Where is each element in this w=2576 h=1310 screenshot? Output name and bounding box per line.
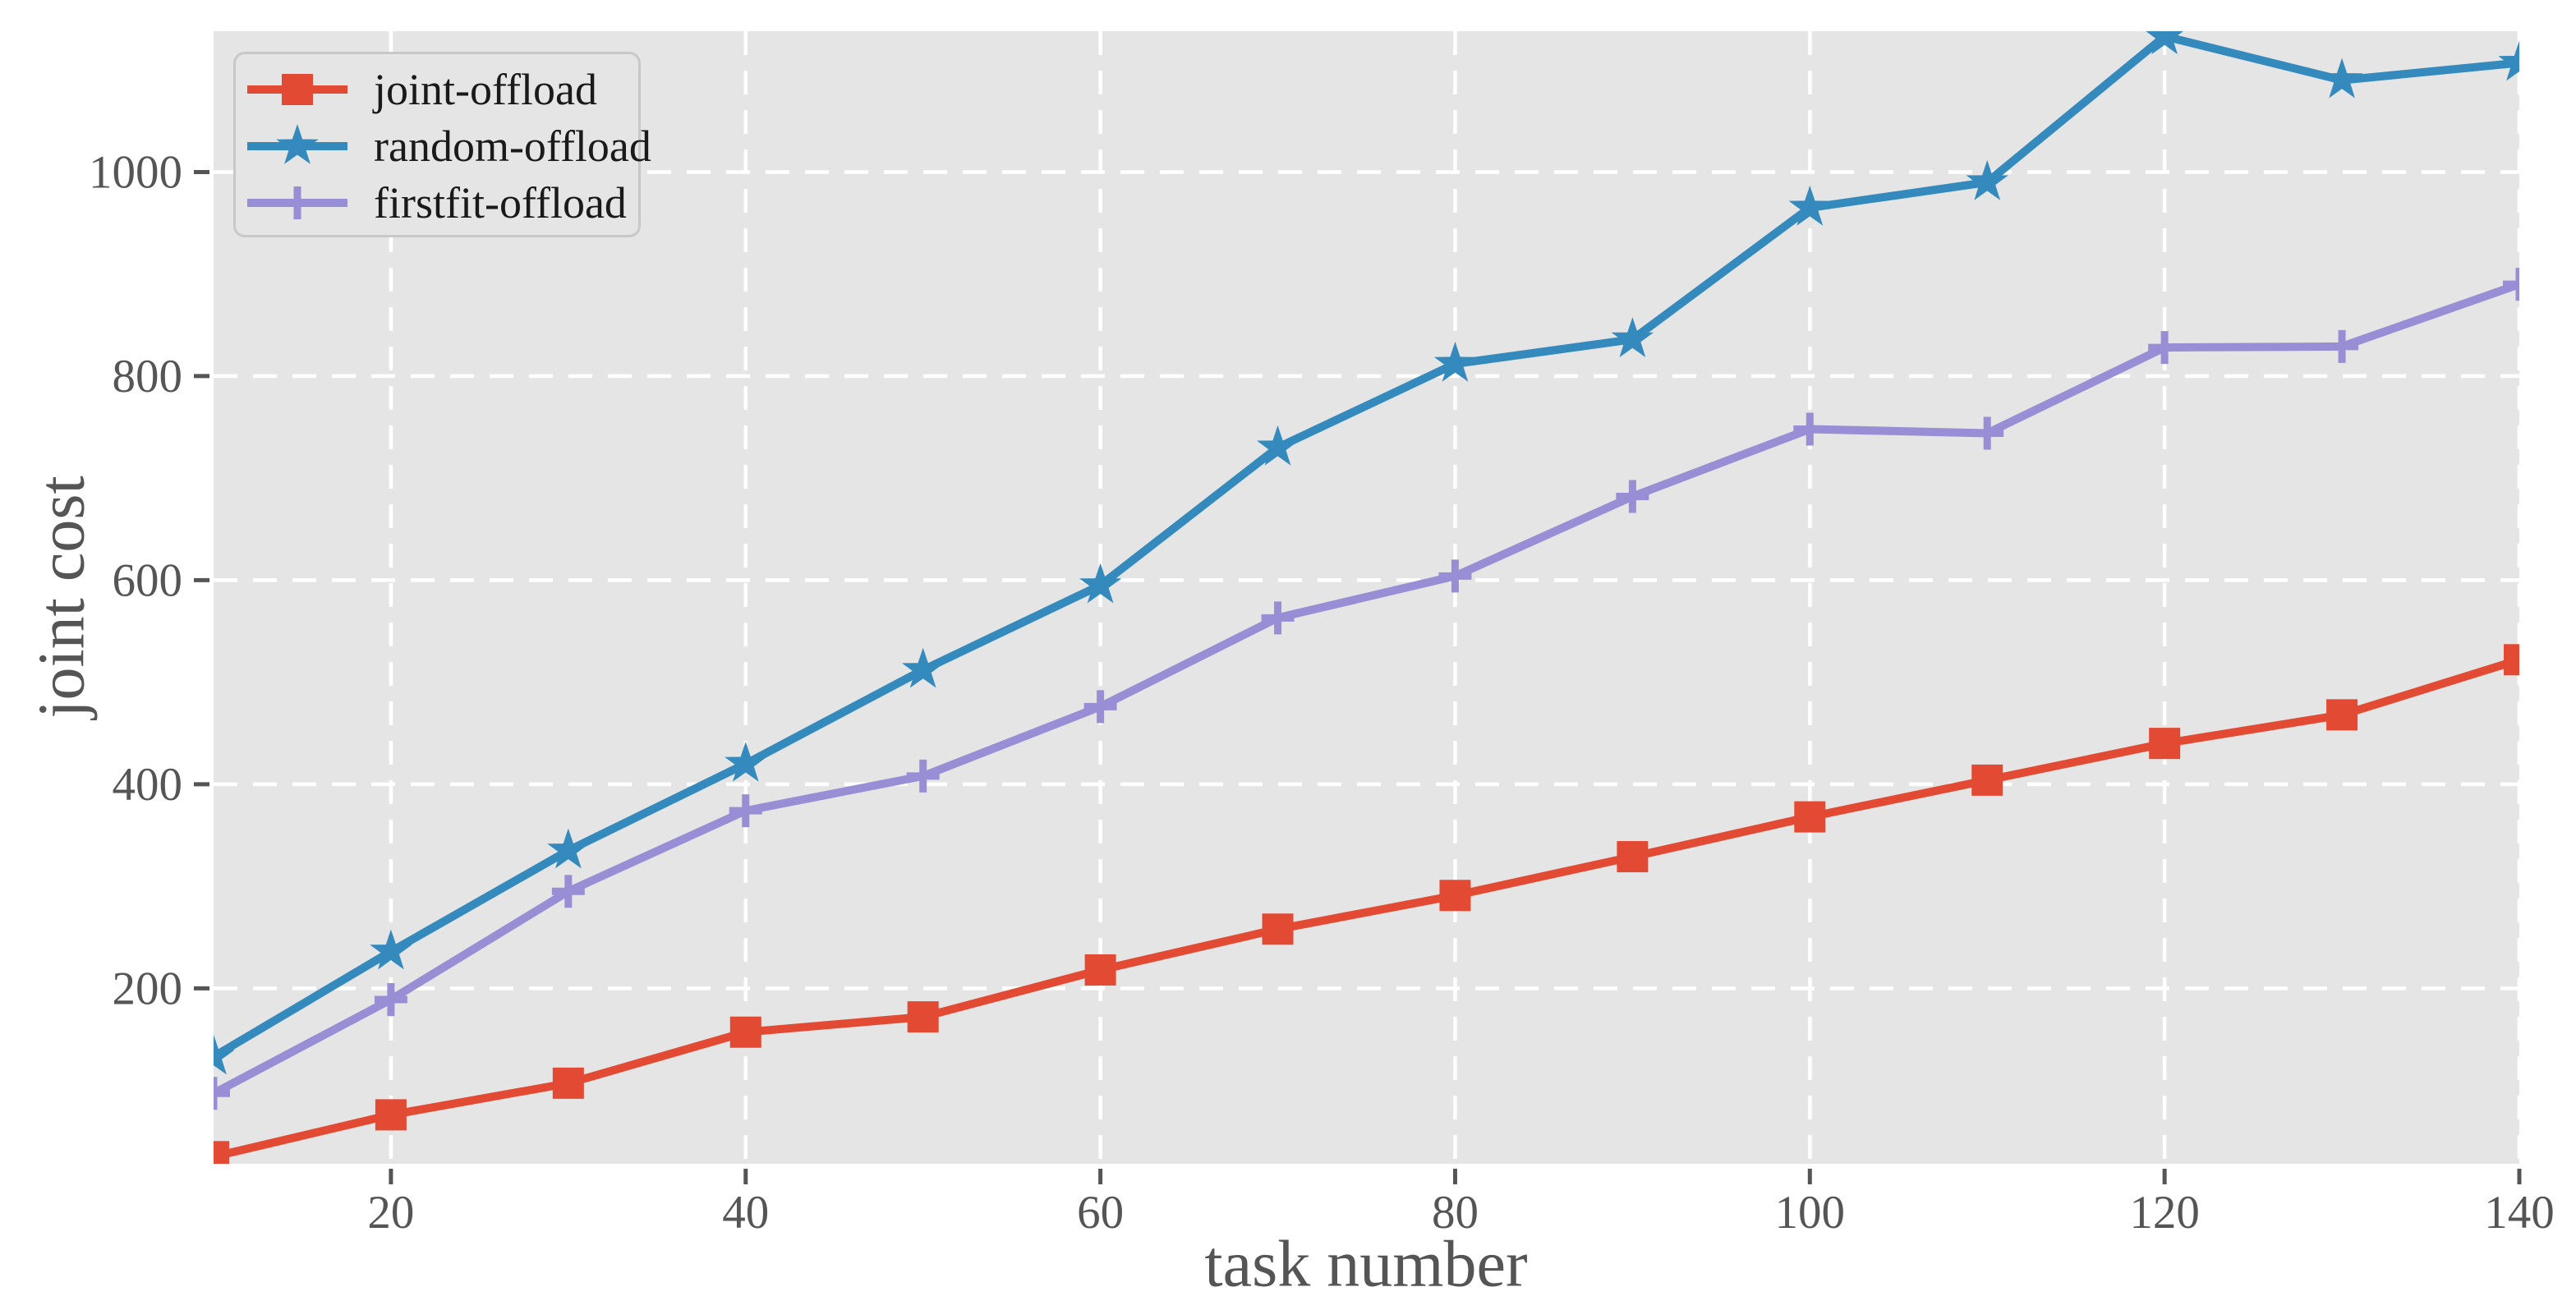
legend-item-firstfit-offload: firstfit-offload bbox=[236, 174, 638, 231]
marker-star bbox=[2146, 31, 2183, 55]
legend-sample-joint-offload bbox=[247, 73, 347, 105]
legend-item-random-offload: random-offload bbox=[236, 117, 651, 174]
marker-square bbox=[1084, 954, 1116, 986]
legend-item-joint-offload: joint-offload bbox=[236, 61, 638, 117]
marker-plus bbox=[2325, 329, 2359, 363]
marker-plus bbox=[1261, 601, 1295, 635]
marker-star bbox=[276, 123, 319, 164]
marker-star bbox=[902, 647, 945, 688]
y-tick-label: 800 bbox=[113, 351, 183, 402]
marker-star bbox=[547, 828, 590, 869]
marker-square bbox=[552, 1067, 584, 1099]
marker-plus bbox=[1971, 416, 2004, 450]
x-tick-label: 20 bbox=[367, 1187, 414, 1239]
series-line-random-offload bbox=[214, 32, 2519, 1060]
marker-square bbox=[1262, 913, 1294, 945]
y-tick-label: 600 bbox=[113, 554, 183, 606]
x-tick-label: 140 bbox=[2484, 1187, 2555, 1239]
marker-square bbox=[2326, 699, 2358, 731]
marker-star bbox=[1256, 425, 1300, 466]
legend-label-firstfit-offload: firstfit-offload bbox=[374, 177, 627, 228]
marker-star bbox=[724, 742, 767, 782]
marker-star bbox=[2321, 57, 2363, 99]
marker-plus bbox=[1083, 690, 1117, 724]
y-tick-label: 200 bbox=[113, 963, 183, 1014]
y-axis-label: joint cost bbox=[25, 476, 99, 719]
marker-plus bbox=[1438, 559, 1472, 593]
marker-plus bbox=[281, 186, 314, 219]
legend-sample-random-offload bbox=[247, 123, 347, 164]
marker-plus bbox=[214, 1077, 230, 1110]
marker-star bbox=[1788, 185, 1831, 226]
x-tick-label: 100 bbox=[1775, 1187, 1846, 1239]
series-joint-offload bbox=[214, 644, 2519, 1164]
marker-plus bbox=[2503, 268, 2519, 301]
marker-star bbox=[1079, 563, 1122, 604]
gridlines bbox=[214, 31, 2522, 1164]
marker-square bbox=[907, 1001, 939, 1033]
legend-label-joint-offload: joint-offload bbox=[374, 64, 597, 114]
marker-plus bbox=[729, 794, 762, 828]
legend-sample-firstfit-offload bbox=[247, 186, 347, 219]
series-firstfit-offload bbox=[214, 268, 2519, 1110]
marker-star bbox=[2498, 40, 2519, 81]
series-random-offload bbox=[214, 31, 2519, 1075]
marker-square bbox=[1617, 841, 1649, 873]
marker-star bbox=[1433, 342, 1477, 382]
marker-square bbox=[2149, 728, 2181, 760]
marker-plus bbox=[374, 982, 407, 1016]
marker-plus bbox=[906, 759, 940, 793]
marker-square bbox=[1971, 764, 2003, 796]
x-tick-label: 80 bbox=[1432, 1187, 1479, 1239]
ticks: 200 400 600 800 1000 20 40 60 80 100 120 140 bbox=[89, 146, 2555, 1239]
legend: joint-offload random-offload firstfit-of… bbox=[233, 52, 651, 237]
marker-square bbox=[729, 1016, 761, 1048]
legend-label-random-offload: random-offload bbox=[374, 121, 651, 171]
series-group bbox=[214, 31, 2519, 1164]
marker-square bbox=[214, 1141, 229, 1164]
marker-plus bbox=[1793, 412, 1827, 446]
x-tick-label: 120 bbox=[2129, 1187, 2200, 1239]
marker-plus bbox=[1616, 480, 1649, 513]
marker-star bbox=[1611, 317, 1654, 357]
marker-square bbox=[1794, 801, 1826, 833]
y-tick-label: 1000 bbox=[89, 146, 182, 198]
series-line-joint-offload bbox=[214, 655, 2519, 1161]
marker-star bbox=[1966, 159, 2008, 200]
marker-plus bbox=[2148, 331, 2182, 365]
marker-star bbox=[370, 929, 412, 970]
x-tick-label: 60 bbox=[1077, 1187, 1124, 1239]
marker-plus bbox=[551, 875, 585, 908]
marker-square bbox=[2504, 644, 2519, 676]
y-tick-label: 400 bbox=[113, 759, 183, 811]
series-line-firstfit-offload bbox=[214, 280, 2519, 1097]
marker-star bbox=[214, 1034, 235, 1075]
marker-square bbox=[282, 73, 313, 105]
marker-square bbox=[375, 1099, 407, 1131]
x-tick-label: 40 bbox=[722, 1187, 769, 1239]
marker-square bbox=[1439, 880, 1471, 912]
x-axis-label: task number bbox=[1204, 1228, 1528, 1301]
